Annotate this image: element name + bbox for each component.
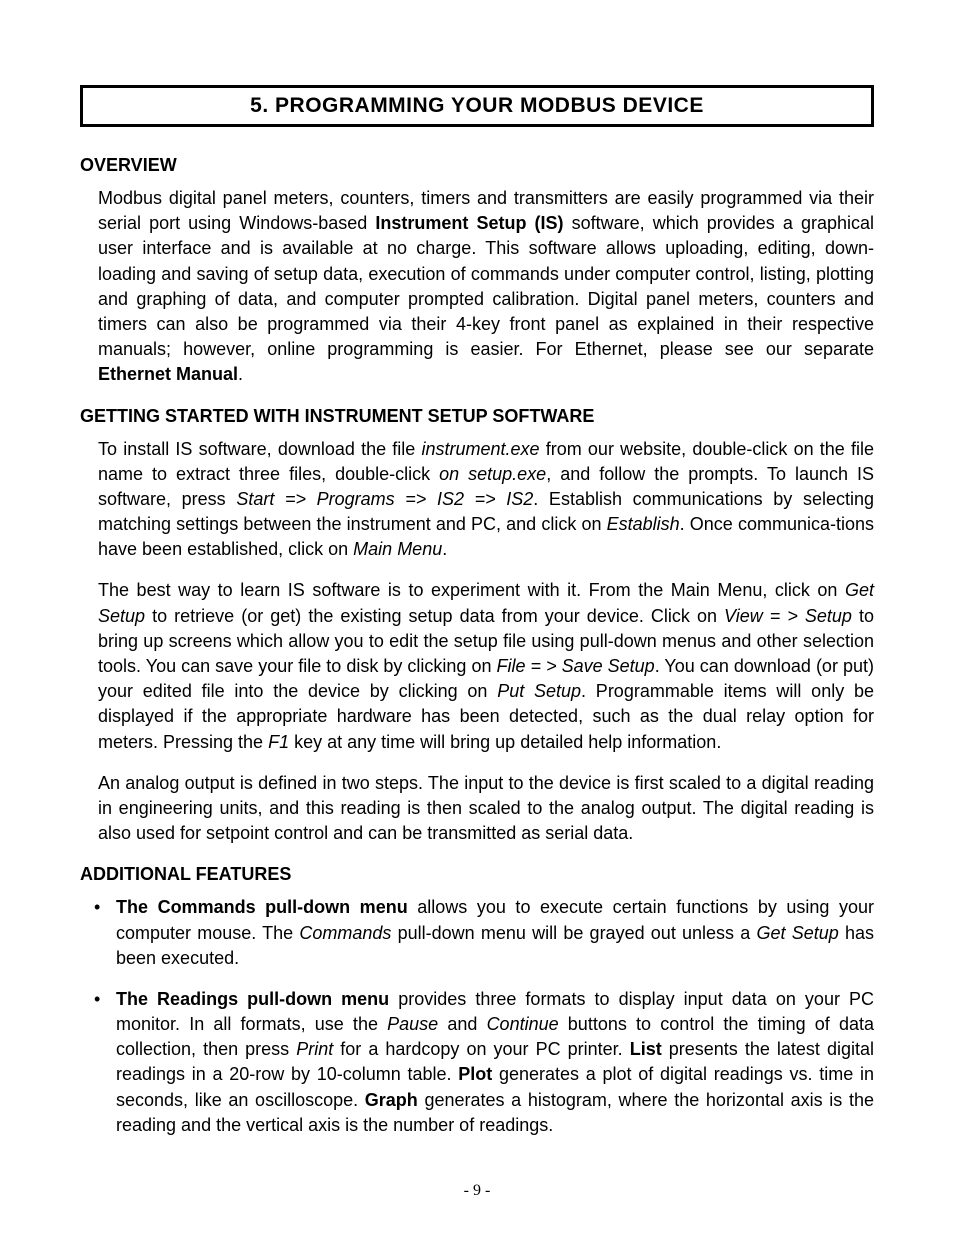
overview-paragraph: Modbus digital panel meters, counters, t… (98, 186, 874, 388)
bold-term: Instrument Setup (IS) (375, 213, 563, 233)
text: key at any time will bring up detailed h… (289, 732, 721, 752)
getting-started-p1: To install IS software, download the fil… (98, 437, 874, 563)
section-title-box: 5. PROGRAMMING YOUR MODBUS DEVICE (80, 85, 874, 127)
overview-heading: OVERVIEW (80, 155, 874, 176)
getting-started-p2: The best way to learn IS software is to … (98, 578, 874, 754)
getting-started-p3: An analog output is defined in two steps… (98, 771, 874, 847)
text: . (238, 364, 243, 384)
getting-started-heading: GETTING STARTED WITH INSTRUMENT SETUP SO… (80, 406, 874, 427)
text: to retrieve (or get) the existing setup … (145, 606, 724, 626)
text: and (438, 1014, 486, 1034)
bold-term: Graph (365, 1090, 418, 1110)
italic-term: Establish (607, 514, 680, 534)
bold-term: List (630, 1039, 662, 1059)
italic-term: File = > Save Setup (497, 656, 655, 676)
italic-term: Commands (299, 923, 391, 943)
list-item: The Commands pull-down menu allows you t… (80, 895, 874, 971)
text: To install IS software, download the fil… (98, 439, 421, 459)
text: pull-down menu will be grayed out unless… (391, 923, 756, 943)
italic-term: Main Menu (353, 539, 442, 559)
italic-term: Print (296, 1039, 333, 1059)
additional-features-list: The Commands pull-down menu allows you t… (80, 895, 874, 1138)
italic-term: Pause (387, 1014, 438, 1034)
italic-term: Get Setup (757, 923, 839, 943)
italic-term: instrument.exe (421, 439, 539, 459)
additional-features-heading: ADDITIONAL FEATURES (80, 864, 874, 885)
bold-term: The Commands pull-down menu (116, 897, 408, 917)
italic-term: Continue (487, 1014, 559, 1034)
italic-term: Put Setup (497, 681, 581, 701)
bold-term: Ethernet Manual (98, 364, 238, 384)
page: 5. PROGRAMMING YOUR MODBUS DEVICE OVERVI… (0, 0, 954, 1235)
text: . (442, 539, 447, 559)
page-number: - 9 - (0, 1182, 954, 1200)
text: software, which provides a graphical use… (98, 213, 874, 359)
text: for a hardcopy on your PC printer. (333, 1039, 629, 1059)
italic-term: on setup.exe (439, 464, 546, 484)
italic-term: View = > Setup (724, 606, 852, 626)
text: The best way to learn IS software is to … (98, 580, 845, 600)
bold-term: Plot (458, 1064, 492, 1084)
bold-term: The Readings pull-down menu (116, 989, 389, 1009)
italic-term: F1 (268, 732, 289, 752)
list-item: The Readings pull-down menu provides thr… (80, 987, 874, 1138)
italic-term: Start => Programs => IS2 => IS2 (236, 489, 533, 509)
section-title: 5. PROGRAMMING YOUR MODBUS DEVICE (250, 94, 704, 117)
